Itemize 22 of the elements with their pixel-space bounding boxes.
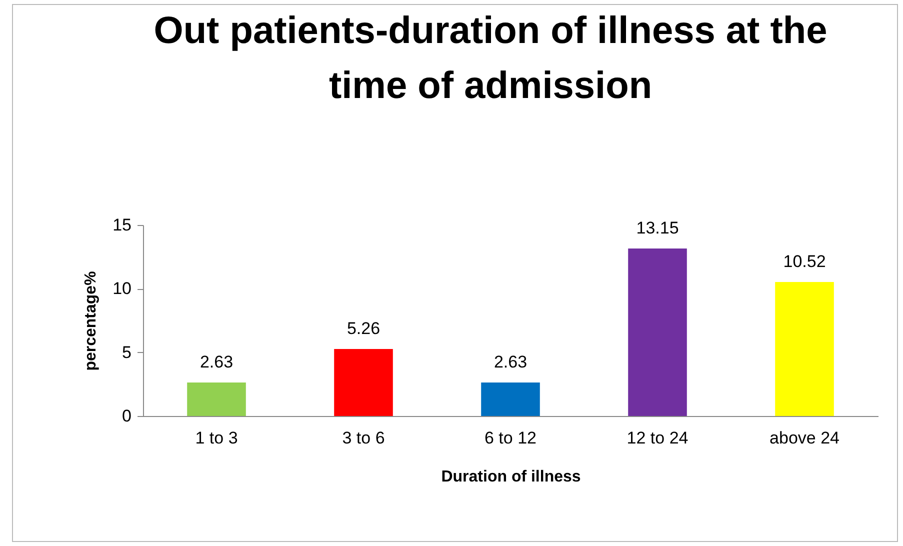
data-label: 10.52: [783, 252, 826, 272]
x-tick-label: above 24: [770, 428, 840, 448]
x-tick-label: 3 to 6: [342, 428, 385, 448]
data-label: 5.26: [346, 319, 380, 338]
y-axis-title: percentage%: [82, 271, 100, 371]
x-axis-title: Duration of illness: [441, 468, 581, 486]
data-label: 2.63: [200, 352, 234, 372]
bar: [628, 248, 687, 416]
bar: [187, 382, 246, 416]
x-tick-label: 6 to 12: [484, 428, 536, 448]
bar: [775, 282, 834, 416]
chart-title: Out patients-duration of illness at the time of admission: [154, 10, 828, 107]
data-label: 2.63: [494, 352, 528, 372]
x-tick-label: 12 to 24: [626, 428, 688, 448]
y-tick-label: 5: [122, 342, 132, 362]
bar: [334, 349, 393, 416]
data-label: 13.15: [636, 218, 679, 238]
y-tick-label: 0: [122, 406, 132, 426]
bar: [481, 382, 540, 416]
y-tick-label: 15: [112, 216, 132, 234]
y-tick-label: 10: [112, 279, 132, 298]
x-tick-label: 1 to 3: [195, 428, 238, 448]
